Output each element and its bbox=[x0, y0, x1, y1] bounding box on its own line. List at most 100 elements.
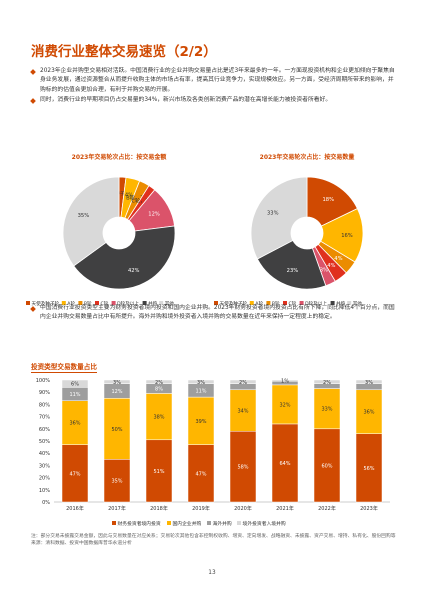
bar-segment bbox=[229, 389, 257, 432]
top-bullets: 2023年企业并购型交易相对活跃。中国消费行业的企业并购交易量占比是近3年来最多… bbox=[31, 67, 395, 107]
slice-label: C轮，2% bbox=[131, 197, 153, 205]
bar-segment bbox=[103, 398, 131, 460]
bar-value-label: 60% bbox=[321, 463, 332, 469]
bar-value-label: 6% bbox=[71, 382, 79, 388]
bar-segment bbox=[187, 396, 215, 445]
bar-value-label: 11% bbox=[195, 388, 206, 394]
donut-slice bbox=[250, 176, 308, 260]
bar-value-label: 64% bbox=[279, 461, 290, 467]
legend-swatch bbox=[159, 301, 164, 305]
footnote: 注：部分交易未披露交易金额，因此与交易数量在对应关系；交易轮次其他包含非控制权收… bbox=[31, 534, 396, 539]
x-tick-label: 2023年 bbox=[360, 505, 378, 512]
middle-bullets: 中国消费行业投资类型主要为财务投资者境内投资和国内企业并购。2023年财务投资者… bbox=[31, 304, 395, 324]
y-tick-label: 50% bbox=[39, 439, 50, 445]
bar-segment bbox=[145, 439, 173, 503]
page-number: 13 bbox=[208, 570, 216, 576]
legend-swatch bbox=[207, 521, 211, 525]
bar-value-label: 38% bbox=[153, 415, 164, 421]
bar-segment bbox=[145, 393, 173, 441]
bar-segment bbox=[271, 379, 299, 382]
donut-chart-count: 2023年交易轮次占比：按交易数量18%16%4%4%3%23%33%天使及种子… bbox=[214, 153, 364, 307]
bar-segment bbox=[355, 433, 383, 503]
y-tick-label: 70% bbox=[39, 415, 50, 421]
bar-segment bbox=[187, 379, 215, 384]
bar-segment bbox=[229, 379, 257, 384]
bar-value-label: 36% bbox=[69, 421, 80, 427]
y-tick-label: 20% bbox=[39, 476, 50, 482]
bar-value-label: 47% bbox=[195, 471, 206, 477]
legend-swatch bbox=[111, 301, 116, 305]
legend-label: 国内企业并购 bbox=[173, 520, 202, 527]
bar-segment bbox=[103, 459, 131, 503]
bar-value-label: 58% bbox=[237, 465, 248, 471]
stacked-bar-chart: 0% 10% 20% 30% 40% 50% 60% 70% 80% 90% 100% 47% 36% 1… bbox=[36, 378, 390, 527]
legend-swatch bbox=[167, 521, 171, 525]
legend-swatch bbox=[95, 301, 99, 305]
bar-segment bbox=[61, 379, 89, 388]
y-tick-label: 30% bbox=[39, 463, 50, 469]
bar-segment bbox=[187, 444, 215, 503]
chart-title: 2023年交易轮次占比：按交易数量 bbox=[260, 153, 355, 161]
y-tick-label: 90% bbox=[39, 390, 50, 396]
bar-value-label: 39% bbox=[195, 419, 206, 425]
bar-value-label: 2% bbox=[239, 380, 247, 386]
bar-value-label: 51% bbox=[153, 469, 164, 475]
legend-label: 境外投资者入境并购 bbox=[243, 520, 286, 527]
bar-value-label: 12% bbox=[111, 389, 122, 395]
y-tick-label: 60% bbox=[39, 427, 50, 433]
bar-value-label: 33% bbox=[321, 407, 332, 413]
legend-swatch bbox=[142, 301, 147, 305]
bar-value-label: 2% bbox=[323, 380, 331, 386]
slice-label: B轮，3% bbox=[126, 193, 148, 201]
bar-value-label: 56% bbox=[363, 466, 374, 472]
bar-value-label: 34% bbox=[237, 409, 248, 415]
slice-label: 4% bbox=[327, 263, 335, 269]
bar-value-label: 3% bbox=[113, 380, 121, 386]
bar-value-label: 50% bbox=[111, 427, 122, 433]
bar-segment bbox=[145, 379, 173, 384]
legend-swatch bbox=[266, 301, 271, 305]
legend-swatch bbox=[283, 301, 287, 305]
donut-slice bbox=[73, 225, 176, 290]
legend-swatch bbox=[299, 301, 304, 305]
bar-value-label: 2% bbox=[155, 380, 163, 386]
bar-value-label: 47% bbox=[69, 471, 80, 477]
slice-label: 12% bbox=[148, 212, 160, 218]
legend-swatch bbox=[347, 301, 352, 305]
footnote: 来源：清科数据、投资中国数据库普华永道分析 bbox=[31, 541, 132, 547]
bullet-paragraph: 2023年企业并购型交易相对活跃。中国消费行业的企业并购交易量占比是近3年来最多… bbox=[31, 67, 395, 95]
y-tick-label: 10% bbox=[39, 488, 50, 494]
slice-label: 42% bbox=[128, 268, 140, 274]
legend-swatch bbox=[214, 301, 218, 305]
x-tick-label: 2018年 bbox=[150, 505, 168, 512]
bar-segment bbox=[355, 389, 383, 434]
legend-swatch bbox=[26, 301, 30, 305]
donut-slice bbox=[256, 239, 327, 290]
bar-segment bbox=[355, 379, 383, 384]
slice-label: 35% bbox=[78, 213, 90, 219]
y-tick-label: 0% bbox=[42, 500, 50, 506]
page-title: 消费行业整体交易速览（2/2） bbox=[31, 44, 217, 60]
x-tick-label: 2019年 bbox=[192, 505, 210, 512]
slice-label: 18% bbox=[322, 197, 334, 203]
bar-value-label: 3% bbox=[365, 380, 373, 386]
chart-title: 2023年交易轮次占比：按交易金额 bbox=[72, 153, 167, 161]
slice-label: 23% bbox=[287, 268, 299, 274]
slice-label: 3% bbox=[320, 267, 328, 273]
legend-swatch bbox=[330, 301, 335, 305]
slice-label: 16% bbox=[341, 233, 353, 239]
bar-segment bbox=[61, 444, 89, 503]
bar-segment bbox=[313, 379, 341, 384]
bar-segment bbox=[61, 400, 89, 445]
y-tick-label: 80% bbox=[39, 402, 50, 408]
bar-chart-title: 投资类型交易数量占比 bbox=[31, 363, 97, 373]
bullet-paragraph: 中国消费行业投资类型主要为财务投资者境内投资和国内企业并购。2023年财务投资者… bbox=[31, 304, 395, 323]
x-tick-label: 2020年 bbox=[234, 505, 252, 512]
y-tick-label: 40% bbox=[39, 451, 50, 457]
bar-value-label: 8% bbox=[155, 387, 163, 393]
slice-label: 4% bbox=[334, 256, 342, 262]
bar-segment bbox=[271, 384, 299, 425]
x-tick-label: 2016年 bbox=[66, 505, 84, 512]
